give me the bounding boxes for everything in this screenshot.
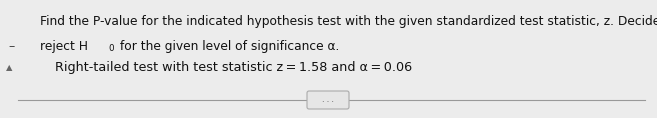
FancyBboxPatch shape [307, 91, 349, 109]
Text: –: – [8, 40, 14, 53]
Text: 0: 0 [108, 44, 114, 53]
Text: ▲: ▲ [6, 63, 12, 72]
Text: Right-tailed test with test statistic z = 1.58 and α = 0.06: Right-tailed test with test statistic z … [55, 61, 412, 74]
Text: Find the P-value for the indicated hypothesis test with the given standardized t: Find the P-value for the indicated hypot… [40, 15, 657, 28]
Text: for the given level of significance α.: for the given level of significance α. [116, 40, 340, 53]
Text: . . .: . . . [322, 95, 334, 105]
Text: reject H: reject H [40, 40, 88, 53]
